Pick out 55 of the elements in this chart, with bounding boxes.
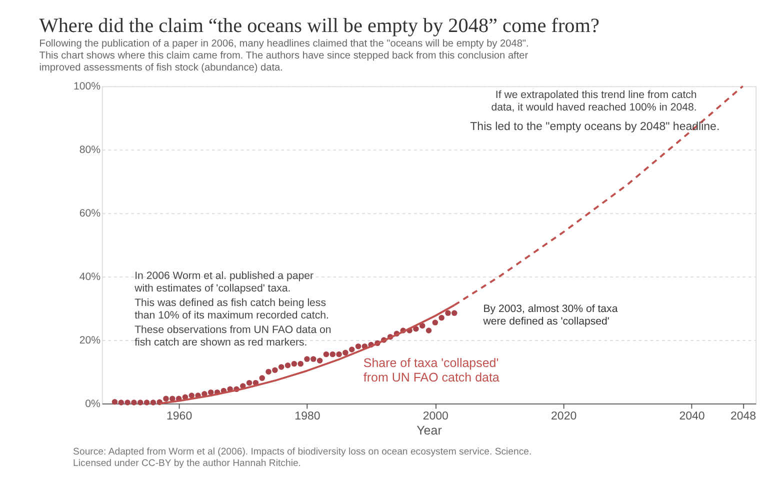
point: [137, 400, 144, 406]
x-tick-label: 2048: [730, 410, 756, 422]
y-tick-label: 0%: [85, 398, 102, 410]
y-tick-label: 20%: [79, 334, 102, 346]
annotation: These observations from UN FAO data on fish catch are shown as red markers.: [134, 324, 332, 348]
point: [124, 400, 130, 406]
point: [316, 358, 323, 364]
y-tick-label: 80%: [79, 144, 102, 156]
annotation: If we extrapolated this trend line from catch data, it would haved reached 100% in 2048.: [491, 89, 697, 114]
point: [188, 392, 195, 398]
chart-title: Where did the claim “the oceans will be empty by 2048” come from?: [39, 14, 600, 37]
x-tick-label: 2000: [422, 410, 448, 422]
point: [355, 343, 362, 350]
x-tick-label: 2020: [551, 410, 577, 422]
point: [304, 356, 310, 362]
x-tick-label: 1980: [294, 410, 320, 422]
point: [163, 396, 169, 402]
point: [342, 350, 348, 356]
source-note: Source: Adapted from Worm et al (2006). Impacts of biodiversity loss on ocean ecosystem service. Science. Licensed under CC-BY by the author Hannah Ritchie.: [73, 446, 532, 469]
x-tick-label: 2040: [679, 410, 705, 422]
x-tick-label: 1960: [166, 410, 192, 422]
point: [131, 400, 137, 406]
point: [291, 360, 298, 367]
point: [259, 375, 266, 381]
point: [266, 368, 272, 375]
y-tick-label: 100%: [73, 80, 102, 93]
x-axis-title: Year: [416, 424, 442, 438]
series-label: Share of taxa 'collapsed' from UN FAO catch data: [363, 356, 500, 384]
chart-subtitle: Following the publication of a paper in 2006, many headlines claimed that the "oceans will be empty by 2048". This chart shows where this claim came from. The authors have since stepped back from this conclusion after improved assessments of fish stock (abundance) data.: [39, 38, 529, 74]
point: [150, 400, 156, 406]
annotation: This was defined as fish catch being less than 10% of its maximum recorded catch.: [134, 296, 329, 322]
point: [112, 398, 118, 405]
point: [452, 310, 458, 316]
point: [323, 351, 330, 358]
point: [426, 328, 432, 334]
point: [432, 320, 438, 326]
point: [330, 351, 336, 358]
point: [310, 356, 316, 362]
point: [278, 364, 284, 370]
point: [118, 400, 124, 406]
y-tick-label: 40%: [79, 270, 102, 283]
point: [419, 322, 426, 329]
point: [438, 314, 444, 321]
point: [284, 362, 291, 368]
annotation: By 2003, almost 30% of taxa were defined as 'collapsed': [482, 303, 618, 328]
point: [348, 346, 355, 352]
point: [144, 400, 150, 406]
point: [272, 367, 278, 374]
annotation: This led to the "empty oceans by 2048" headline.: [470, 120, 720, 133]
point: [298, 360, 304, 367]
point: [445, 310, 451, 316]
point: [246, 380, 252, 386]
point: [336, 351, 342, 358]
y-tick-label: 60%: [79, 207, 102, 220]
annotation: In 2006 Worm et al. published a paper with estimates of 'collapsed' taxa.: [134, 270, 314, 294]
